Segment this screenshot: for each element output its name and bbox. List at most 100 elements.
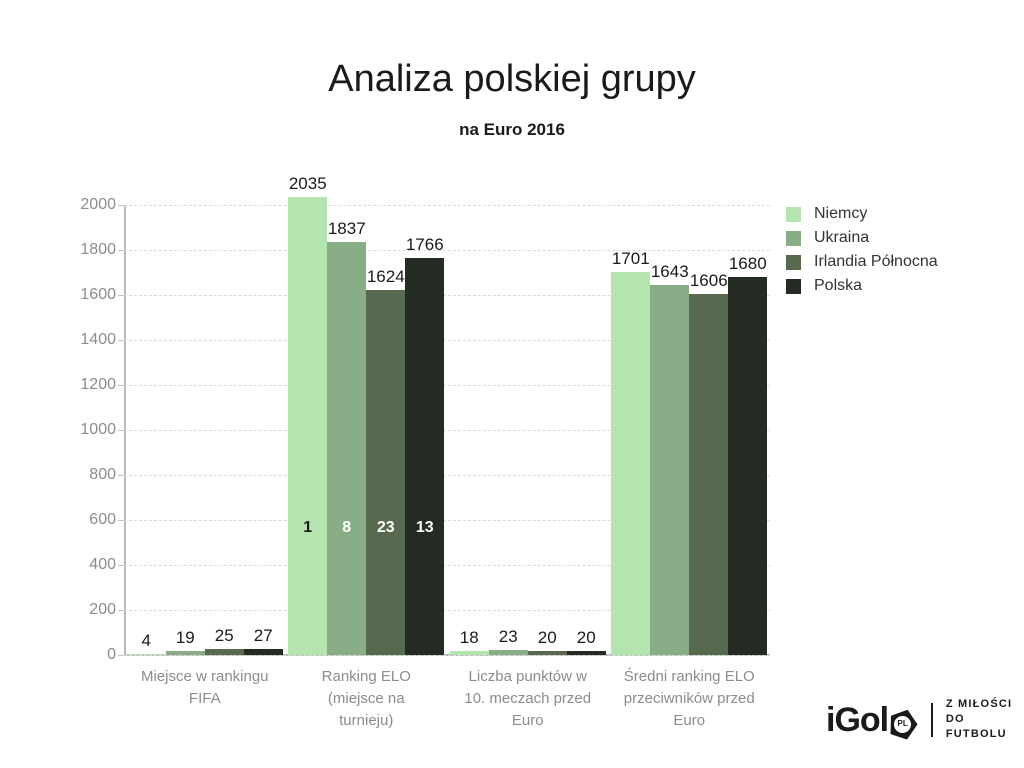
bar-inner-label: 23 bbox=[376, 519, 395, 536]
y-axis-tick bbox=[118, 565, 124, 566]
x-axis-category-label: Ranking ELO (miejsce na turnieju) bbox=[286, 666, 448, 732]
legend-color-swatch bbox=[786, 230, 801, 246]
category-label-line: turnieju) bbox=[339, 712, 394, 729]
gridline bbox=[124, 610, 770, 611]
tagline-line-2: DO FUTBOLU bbox=[945, 713, 1007, 740]
bar[interactable]: 27 bbox=[243, 626, 283, 655]
category-label-line: Euro bbox=[511, 712, 544, 729]
bar[interactable]: 1837 8 bbox=[327, 219, 367, 655]
y-axis-tick bbox=[118, 340, 124, 341]
igol-logo: iGol PL Z MIŁOŚCI DO FUTBOLU bbox=[826, 697, 1024, 742]
y-axis-tick-label: 2000 bbox=[80, 196, 116, 213]
logo-wordmark: iGol bbox=[826, 700, 889, 739]
y-axis-tick bbox=[118, 295, 124, 296]
gridline bbox=[124, 475, 770, 476]
bar-inner-label: 1 bbox=[303, 519, 313, 536]
bar[interactable]: 1606 bbox=[689, 271, 729, 655]
category-label-line: 10. meczach przed bbox=[464, 690, 592, 707]
bar[interactable]: 1643 bbox=[650, 262, 690, 655]
x-axis-category-label: Średni ranking ELO przeciwników przed Euro bbox=[609, 666, 771, 732]
legend-item[interactable]: Niemcy bbox=[786, 202, 1016, 226]
y-axis-tick-label: 1600 bbox=[80, 286, 116, 303]
logo-tagline: Z MIŁOŚCI DO FUTBOLU bbox=[946, 697, 1024, 742]
category-label-line: Euro bbox=[673, 712, 706, 729]
legend-item-label: Niemcy bbox=[814, 205, 868, 222]
gridline bbox=[124, 295, 770, 296]
bar-value-label: 1766 bbox=[405, 234, 444, 254]
bar[interactable]: 18 bbox=[449, 628, 489, 655]
bar-group: 2035 1 1837 8 1624 23 1766 13 bbox=[288, 174, 445, 655]
bar[interactable]: 2035 1 bbox=[288, 174, 328, 655]
bar[interactable]: 4 bbox=[126, 631, 166, 655]
bar-value-label: 1643 bbox=[650, 262, 689, 282]
legend-item-label: Ukraina bbox=[814, 229, 870, 246]
bar[interactable]: 1701 bbox=[611, 249, 651, 655]
gridline bbox=[124, 430, 770, 431]
legend-item[interactable]: Polska bbox=[786, 274, 1016, 298]
bar[interactable]: 1624 23 bbox=[366, 267, 406, 655]
y-axis-tick-label: 800 bbox=[89, 466, 116, 483]
chart-legend: Niemcy Ukraina Irlandia Północna Polska bbox=[786, 202, 1016, 298]
bar-value-label: 1680 bbox=[728, 254, 767, 273]
x-axis-category-label: Liczba punktów w 10. meczach przed Euro bbox=[447, 666, 609, 732]
bar-inner-label: 8 bbox=[342, 519, 352, 536]
y-axis-tick bbox=[118, 655, 124, 656]
tagline-line-1: Z MIŁOŚCI bbox=[945, 698, 1013, 710]
y-axis-tick-label: 1400 bbox=[80, 331, 116, 348]
bar[interactable]: 23 bbox=[488, 627, 528, 655]
bar-value-label: 20 bbox=[537, 627, 557, 647]
bar-value-label: 1624 bbox=[366, 266, 405, 286]
gridline bbox=[124, 565, 770, 566]
bar-value-label: 23 bbox=[498, 626, 518, 646]
bar-value-label: 20 bbox=[576, 627, 596, 647]
bar-value-label: 4 bbox=[141, 631, 151, 650]
legend-item[interactable]: Irlandia Północna bbox=[786, 250, 1016, 274]
gridline bbox=[124, 205, 770, 206]
x-axis-category-labels: Miejsce w rankingu FIFA Ranking ELO (miejsc… bbox=[124, 666, 770, 756]
y-axis-tick bbox=[118, 430, 124, 431]
y-axis-tick-label: 0 bbox=[107, 646, 116, 663]
y-axis-tick bbox=[118, 520, 124, 521]
gridline bbox=[124, 520, 770, 521]
bar[interactable]: 25 bbox=[204, 626, 244, 655]
bar[interactable]: 1766 13 bbox=[405, 235, 445, 655]
legend-color-swatch bbox=[786, 254, 801, 270]
bar-group: 1701 1643 1606 1680 bbox=[611, 205, 768, 655]
logo-divider bbox=[930, 702, 933, 737]
bar[interactable]: 20 bbox=[527, 628, 567, 655]
bar-value-label: 18 bbox=[459, 627, 479, 647]
bar[interactable]: 20 bbox=[566, 628, 606, 655]
category-label-line: Miejsce w rankingu bbox=[140, 668, 269, 685]
y-axis-tick-label: 200 bbox=[89, 601, 116, 618]
chart-title: Analiza polskiej grupy bbox=[328, 58, 696, 100]
gridline bbox=[124, 655, 770, 656]
y-axis-tick-label: 1200 bbox=[80, 376, 116, 393]
legend-item-label: Irlandia Północna bbox=[814, 253, 938, 270]
y-axis-tick bbox=[118, 475, 124, 476]
badge-label: PL bbox=[897, 719, 908, 728]
y-axis-tick-label: 400 bbox=[89, 556, 116, 573]
category-label-line: (miejsce na bbox=[327, 690, 405, 707]
bar-value-label: 27 bbox=[253, 625, 273, 645]
bar-group: 18 23 20 20 bbox=[449, 205, 606, 655]
category-label-line: Średni ranking ELO bbox=[623, 668, 755, 685]
y-axis-tick-labels: 0 200 400 600 800 1000 1200 1400 1600 1800 2000 bbox=[46, 196, 116, 663]
y-axis-tick-label: 600 bbox=[89, 511, 116, 528]
y-axis-tick-label: 1800 bbox=[80, 241, 116, 258]
x-axis-category-label: Miejsce w rankingu FIFA bbox=[124, 666, 286, 710]
badge-circle: PL bbox=[894, 715, 912, 733]
bar[interactable]: 19 bbox=[165, 628, 205, 655]
gridline bbox=[124, 250, 770, 251]
y-axis-tick bbox=[118, 205, 124, 206]
y-axis-tick bbox=[118, 250, 124, 251]
logo-pl-badge-icon: PL bbox=[889, 709, 917, 739]
bar-value-label: 25 bbox=[214, 626, 234, 646]
legend-item[interactable]: Ukraina bbox=[786, 226, 1016, 250]
category-label-line: przeciwników przed bbox=[623, 690, 755, 707]
y-axis-tick-label: 1000 bbox=[80, 421, 116, 438]
bar[interactable]: 1680 bbox=[728, 254, 768, 655]
bar-inner-label: 13 bbox=[415, 519, 434, 536]
bar-group: 4 19 25 27 bbox=[126, 205, 283, 655]
plot-area: 4 19 25 27 2035 1 1837 8 1624 23 1766 13 18 23 20 20 170… bbox=[118, 174, 770, 656]
legend-item-label: Polska bbox=[814, 277, 863, 294]
